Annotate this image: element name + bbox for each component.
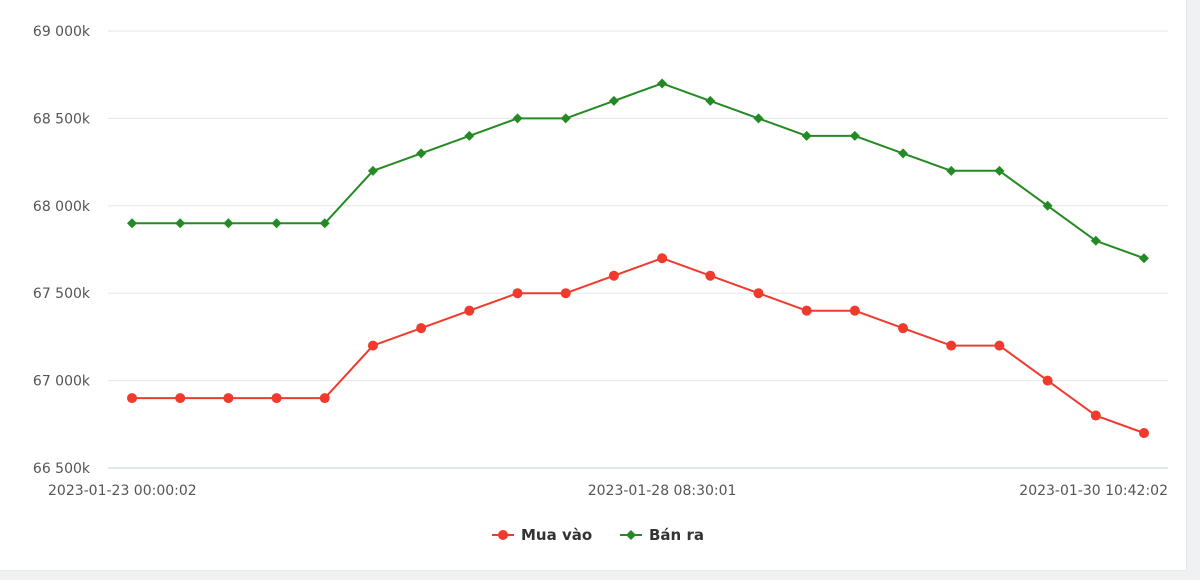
data-point[interactable] — [994, 340, 1005, 351]
data-point[interactable] — [705, 95, 716, 106]
data-point[interactable] — [994, 165, 1005, 176]
data-point[interactable] — [657, 78, 668, 89]
data-point[interactable] — [898, 323, 909, 334]
y-tick-label: 69 000k — [33, 24, 91, 40]
data-point[interactable] — [705, 270, 716, 281]
series-line — [132, 257, 1145, 434]
data-point[interactable] — [416, 323, 427, 334]
grid-lines — [108, 30, 1168, 469]
data-point[interactable] — [849, 305, 860, 316]
data-point[interactable] — [1139, 253, 1149, 264]
y-tick-label: 68 500k — [33, 111, 91, 127]
legend-marker — [498, 530, 508, 540]
data-point[interactable] — [367, 340, 378, 351]
data-point[interactable] — [175, 393, 186, 404]
data-point[interactable] — [175, 218, 186, 229]
data-point[interactable] — [1042, 375, 1053, 386]
data-point[interactable] — [1090, 235, 1101, 246]
legend-item[interactable]: Mua vào — [492, 526, 592, 544]
data-point[interactable] — [464, 305, 475, 316]
legend[interactable]: Mua vào Bán ra — [492, 526, 704, 544]
data-point[interactable] — [127, 218, 137, 229]
series-line — [132, 82, 1145, 260]
data-point[interactable] — [512, 288, 523, 299]
y-tick-label: 66 500k — [33, 461, 91, 477]
y-tick-label: 67 500k — [33, 286, 91, 302]
line-chart: 66 500k 67 000k 67 500k 68 000k 68 500k 69 00… — [33, 24, 1168, 544]
data-point[interactable] — [271, 218, 282, 229]
data-point[interactable] — [464, 130, 475, 141]
data-point[interactable] — [319, 393, 330, 404]
series-buy — [127, 253, 1149, 439]
legend-label: Mua vào — [521, 526, 592, 544]
legend-marker — [626, 530, 636, 540]
series-layer — [127, 78, 1149, 439]
y-axis-ticks: 66 500k 67 000k 67 500k 68 000k 68 500k 69 00… — [33, 24, 91, 477]
data-point[interactable] — [753, 113, 764, 124]
y-tick-label: 67 000k — [33, 374, 91, 390]
x-tick-label: 2023-01-23 00:00:02 — [48, 483, 197, 499]
data-point[interactable] — [657, 253, 668, 264]
y-tick-label: 68 000k — [33, 199, 91, 215]
data-point[interactable] — [319, 218, 330, 229]
data-point[interactable] — [271, 393, 282, 404]
data-point[interactable] — [1042, 200, 1053, 211]
data-point[interactable] — [1139, 428, 1149, 439]
x-tick-label: 2023-01-30 10:42:02 — [1019, 483, 1168, 499]
data-point[interactable] — [849, 130, 860, 141]
data-point[interactable] — [560, 113, 571, 124]
data-point[interactable] — [127, 393, 137, 404]
data-point[interactable] — [608, 95, 619, 106]
data-point[interactable] — [223, 218, 234, 229]
data-point[interactable] — [223, 393, 234, 404]
data-point[interactable] — [416, 148, 427, 159]
chart-card: 66 500k 67 000k 67 500k 68 000k 68 500k 69 00… — [0, 0, 1187, 571]
data-point[interactable] — [367, 165, 378, 176]
data-point[interactable] — [946, 165, 957, 176]
data-point[interactable] — [608, 270, 619, 281]
data-point[interactable] — [801, 130, 812, 141]
x-axis: 2023-01-23 00:00:02 2023-01-28 08:30:01 20… — [48, 483, 1168, 499]
data-point[interactable] — [560, 288, 571, 299]
data-point[interactable] — [1090, 410, 1101, 421]
x-tick-label: 2023-01-28 08:30:01 — [588, 483, 737, 499]
data-point[interactable] — [753, 288, 764, 299]
data-point[interactable] — [946, 340, 957, 351]
series-sell — [127, 78, 1149, 264]
data-point[interactable] — [512, 113, 523, 124]
data-point[interactable] — [801, 305, 812, 316]
legend-item[interactable]: Bán ra — [620, 526, 704, 544]
legend-label: Bán ra — [649, 526, 704, 544]
data-point[interactable] — [898, 148, 909, 159]
